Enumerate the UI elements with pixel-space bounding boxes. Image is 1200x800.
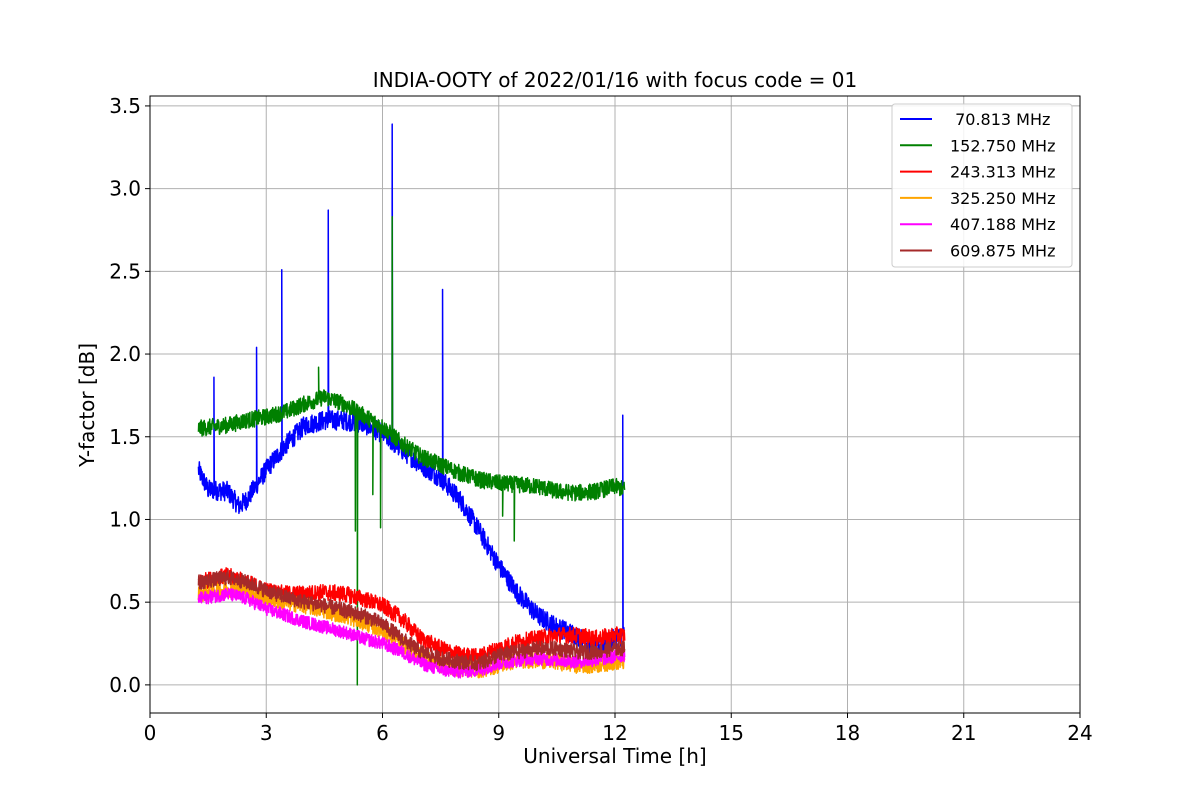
x-tick-label: 9 (492, 721, 505, 745)
legend-label: 243.313 MHz (950, 163, 1055, 182)
y-tick-label: 1.0 (109, 507, 141, 531)
series-line-4 (197, 587, 626, 679)
y-tick-label: 0.5 (109, 590, 141, 614)
plot-area (197, 123, 626, 686)
series-layer (197, 123, 626, 686)
y-tick-label: 3.0 (109, 177, 141, 201)
legend-label: 609.875 MHz (950, 242, 1055, 261)
y-tick-label: 1.5 (109, 425, 141, 449)
y-tick-label: 2.0 (109, 342, 141, 366)
x-tick-label: 3 (260, 721, 273, 745)
x-tick-label: 21 (951, 721, 976, 745)
x-tick-label: 15 (719, 721, 744, 745)
x-tick-label: 12 (602, 721, 627, 745)
x-tick-label: 0 (144, 721, 157, 745)
legend-box (891, 103, 1073, 268)
series-line-1 (197, 216, 626, 686)
x-tick-label: 24 (1067, 721, 1092, 745)
x-tick-label: 6 (376, 721, 389, 745)
y-axis-ticks: 0.0 0.5 1.0 1.5 2.0 2.5 3.0 3.5 (109, 94, 150, 697)
x-axis-ticks: 0 3 6 9 12 15 18 21 24 (144, 713, 1093, 745)
y-tick-label: 3.5 (109, 94, 141, 118)
legend-label: 325.250 MHz (950, 189, 1055, 208)
series-line-5 (197, 569, 626, 672)
legend-label: 152.750 MHz (950, 136, 1055, 155)
chart-title: INDIA-OOTY of 2022/01/16 with focus code… (373, 68, 857, 92)
legend: 70.813 MHz 152.750 MHz 243.313 MHz 325.250 … (891, 103, 1073, 268)
x-tick-label: 18 (835, 721, 860, 745)
x-axis-label: Universal Time [h] (523, 744, 706, 768)
y-tick-label: 2.5 (109, 259, 141, 283)
y-tick-label: 0.0 (109, 673, 141, 697)
legend-label: 70.813 MHz (950, 110, 1050, 129)
y-axis-label: Y-factor [dB] (75, 343, 99, 468)
legend-label: 407.188 MHz (950, 215, 1055, 234)
